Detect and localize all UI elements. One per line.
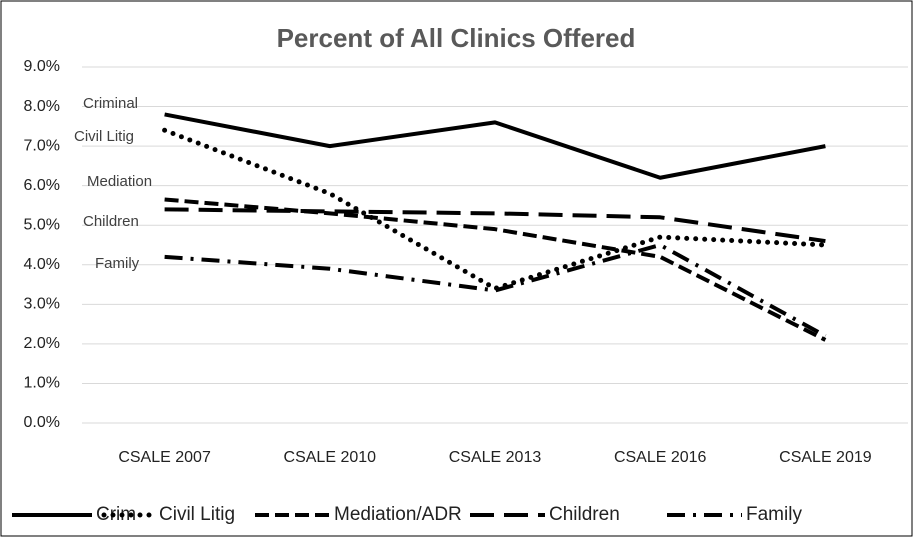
annotation: Mediation <box>87 173 152 190</box>
x-tick-label: CSALE 2016 <box>614 449 707 466</box>
y-tick-label: 1.0% <box>24 375 60 392</box>
annotation: Children <box>83 213 139 230</box>
y-tick-label: 9.0% <box>24 58 60 75</box>
series-line <box>164 243 827 338</box>
chart-title: Percent of All Clinics Offered <box>277 23 636 53</box>
legend-label: Crim <box>96 504 136 525</box>
y-tick-label: 5.0% <box>24 216 60 233</box>
annotation: Civil Litig <box>74 128 134 145</box>
y-tick-label: 0.0% <box>24 414 60 431</box>
annotation: Family <box>95 255 140 272</box>
legend-label: Mediation/ADR <box>334 504 462 525</box>
series-line <box>162 127 828 292</box>
y-tick-label: 3.0% <box>24 296 60 313</box>
y-tick-label: 6.0% <box>24 177 60 194</box>
y-tick-label: 4.0% <box>24 256 60 273</box>
y-tick-label: 2.0% <box>24 335 60 352</box>
x-tick-label: CSALE 2019 <box>779 449 872 466</box>
annotation: Criminal <box>83 95 138 112</box>
series-line <box>164 112 826 180</box>
y-tick-label: 7.0% <box>24 137 60 154</box>
series-line <box>164 207 826 244</box>
x-tick-label: CSALE 2013 <box>449 449 542 466</box>
legend-label: Children <box>549 504 620 525</box>
x-tick-label: CSALE 2010 <box>284 449 377 466</box>
y-tick-label: 8.0% <box>24 98 60 115</box>
x-tick-label: CSALE 2007 <box>118 449 211 466</box>
legend-label: Civil Litig <box>159 504 235 525</box>
legend-label: Family <box>746 504 802 525</box>
